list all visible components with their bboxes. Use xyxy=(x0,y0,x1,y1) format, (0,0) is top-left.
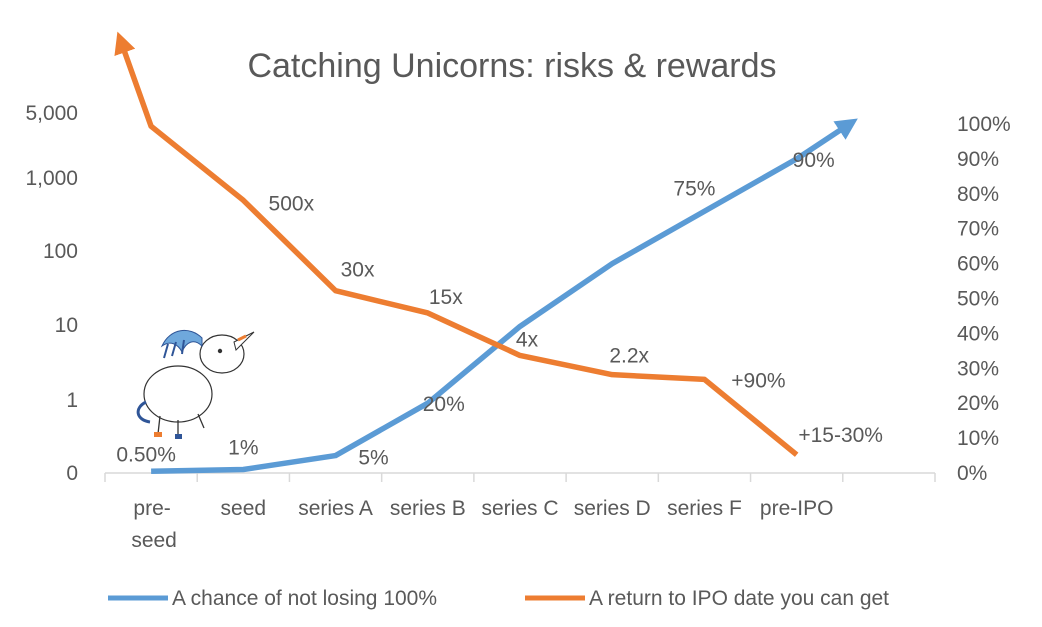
unicorn-illustration xyxy=(136,330,255,439)
data-label-reward: 4x xyxy=(516,328,539,351)
x-category-label: pre-IPO xyxy=(760,497,834,520)
y-left-axis: 0 1 10 100 1,000 5,000 xyxy=(25,102,78,485)
unicorn-hoof-2 xyxy=(175,434,182,439)
y-right-tick-label: 0% xyxy=(957,462,987,485)
data-label-reward: +90% xyxy=(731,369,785,392)
data-label-risk: 1% xyxy=(228,437,258,460)
y-right-axis: 0% 10% 20% 30% 40% 50% 60% 70% 80% 90% 100% xyxy=(957,113,1011,485)
data-label-risk: 5% xyxy=(358,447,388,470)
y-left-tick-label: 1 xyxy=(66,389,78,412)
unicorn-legs xyxy=(157,413,205,436)
x-category-label: series D xyxy=(574,497,651,520)
data-label-reward: 30x xyxy=(341,259,375,282)
y-right-tick-label: 50% xyxy=(957,288,999,311)
unicorn-body xyxy=(143,365,213,423)
legend-label-risk: A chance of not losing 100% xyxy=(172,587,437,610)
x-category-label: series B xyxy=(390,497,466,520)
x-category-label: series A xyxy=(298,497,373,520)
y-right-tick-label: 30% xyxy=(957,357,999,380)
data-label-reward: +15-30% xyxy=(798,424,883,447)
y-right-tick-label: 70% xyxy=(957,218,999,241)
y-right-tick-label: 100% xyxy=(957,113,1011,136)
series-line-risk xyxy=(151,118,858,475)
unicorn-hoof-1 xyxy=(154,432,162,437)
y-left-tick-label: 10 xyxy=(55,314,78,337)
y-left-tick-label: 1,000 xyxy=(25,167,78,190)
y-right-tick-label: 90% xyxy=(957,148,999,171)
y-right-tick-label: 60% xyxy=(957,253,999,276)
data-label-reward: 500x xyxy=(269,192,315,215)
data-label-risk: 75% xyxy=(673,177,715,200)
y-left-tick-label: 100 xyxy=(43,240,78,263)
legend-label-reward: A return to IPO date you can get xyxy=(589,587,889,610)
unicorn-head xyxy=(199,334,245,374)
plot-series xyxy=(114,31,858,475)
x-category-label: seed xyxy=(221,497,267,520)
unicorn-tail xyxy=(136,400,151,424)
x-category-label: series F xyxy=(667,497,742,520)
x-axis: pre-seed seed series A series B series C seri… xyxy=(104,472,936,552)
y-left-tick-label: 0 xyxy=(66,462,78,485)
data-label-risk: 20% xyxy=(423,393,465,416)
legend: A chance of not losing 100% A return to … xyxy=(108,587,889,610)
data-label-risk: 0.50% xyxy=(116,443,176,466)
data-labels: 0.50% 1% 5% 20% 75% 90% 500x 30x 15x 4x 2.2x +90% +1… xyxy=(116,149,883,470)
unicorn-horn-stripe xyxy=(237,334,247,342)
y-right-tick-label: 20% xyxy=(957,392,999,415)
x-category-label: series C xyxy=(481,497,558,520)
series-line-reward xyxy=(114,31,799,457)
y-right-tick-label: 40% xyxy=(957,322,999,345)
y-right-tick-label: 10% xyxy=(957,427,999,450)
unicorn-mane-strands xyxy=(163,339,185,359)
data-label-reward: 15x xyxy=(429,286,463,309)
unicorn-eye xyxy=(217,348,223,354)
x-category-label: pre-seed xyxy=(131,497,177,552)
y-right-tick-label: 80% xyxy=(957,183,999,206)
unicorn-horn xyxy=(233,331,255,351)
y-left-tick-label: 5,000 xyxy=(25,102,78,125)
data-label-reward: 2.2x xyxy=(609,345,649,368)
chart-title: Catching Unicorns: risks & rewards xyxy=(247,47,776,85)
data-label-risk: 90% xyxy=(793,149,835,172)
